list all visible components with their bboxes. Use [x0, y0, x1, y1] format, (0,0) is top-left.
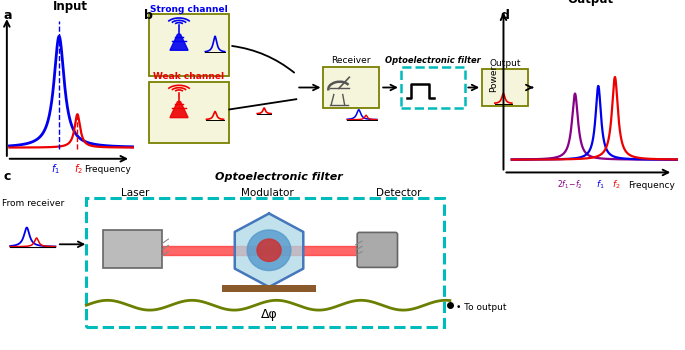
- Text: Power: Power: [0, 61, 1, 89]
- Text: Laser: Laser: [121, 188, 149, 198]
- FancyBboxPatch shape: [323, 67, 379, 108]
- Polygon shape: [170, 102, 188, 118]
- Text: Output: Output: [490, 58, 521, 68]
- Text: Optoelectronic filter: Optoelectronic filter: [385, 56, 480, 65]
- Text: $f_1$: $f_1$: [596, 179, 604, 191]
- Text: From receiver: From receiver: [3, 199, 64, 209]
- Text: $f_2$: $f_2$: [74, 162, 83, 176]
- Title: Output: Output: [568, 0, 614, 6]
- Text: Δφ: Δφ: [261, 308, 277, 321]
- Text: c: c: [3, 170, 11, 183]
- Text: Power: Power: [489, 64, 498, 92]
- Text: Detector: Detector: [376, 188, 422, 198]
- Text: Strong channel: Strong channel: [150, 5, 227, 14]
- Title: Input: Input: [53, 0, 88, 13]
- FancyBboxPatch shape: [103, 230, 162, 268]
- Text: Frequency: Frequency: [84, 165, 131, 174]
- Polygon shape: [170, 34, 188, 50]
- Polygon shape: [235, 214, 303, 287]
- Text: $2f_1\!-\!f_2$: $2f_1\!-\!f_2$: [557, 179, 583, 191]
- Circle shape: [257, 239, 281, 261]
- FancyBboxPatch shape: [222, 285, 316, 292]
- Text: b: b: [144, 9, 153, 22]
- Circle shape: [247, 230, 291, 271]
- Text: $f_2$: $f_2$: [612, 179, 621, 191]
- Text: Receiver: Receiver: [332, 56, 371, 65]
- Text: Weak channel: Weak channel: [153, 72, 224, 81]
- FancyBboxPatch shape: [482, 69, 529, 106]
- Text: a: a: [3, 9, 12, 22]
- Text: d: d: [500, 9, 509, 22]
- FancyBboxPatch shape: [149, 14, 229, 76]
- FancyBboxPatch shape: [149, 82, 229, 143]
- Text: • To output: • To output: [456, 303, 506, 312]
- FancyBboxPatch shape: [357, 232, 397, 267]
- FancyBboxPatch shape: [401, 67, 464, 108]
- Text: Frequency: Frequency: [628, 181, 675, 190]
- Text: $f_1$: $f_1$: [51, 162, 60, 176]
- Text: Modulator: Modulator: [240, 188, 294, 198]
- Text: Optoelectronic filter: Optoelectronic filter: [214, 172, 342, 182]
- FancyBboxPatch shape: [86, 198, 444, 327]
